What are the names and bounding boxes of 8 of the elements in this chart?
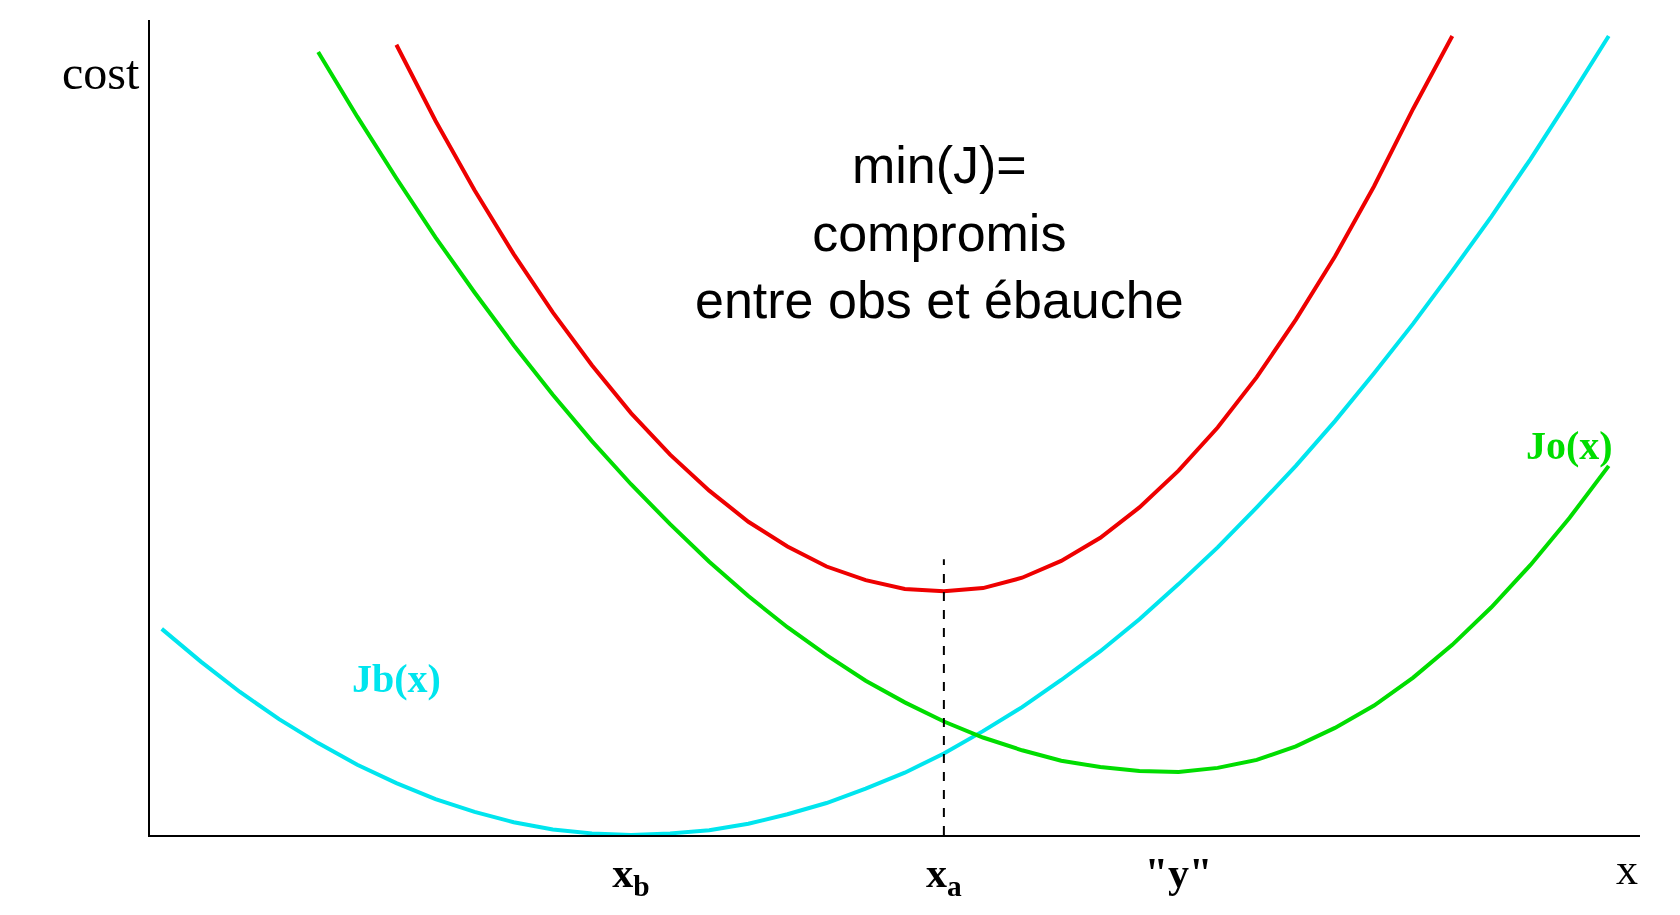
series-label: Jo(x) xyxy=(1526,423,1613,468)
series-label: Jb(x) xyxy=(352,656,441,701)
y-axis-title: cost xyxy=(62,46,140,99)
annotation: min(J)= compromis entre obs et ébauche xyxy=(695,136,1184,330)
x-axis-title: x xyxy=(1616,845,1638,894)
x-tick-label: "y" xyxy=(1144,850,1213,897)
x-tick-label: x$_{b}$ xyxy=(612,850,650,903)
x-tick-label: x$_{a}$ xyxy=(926,850,963,903)
